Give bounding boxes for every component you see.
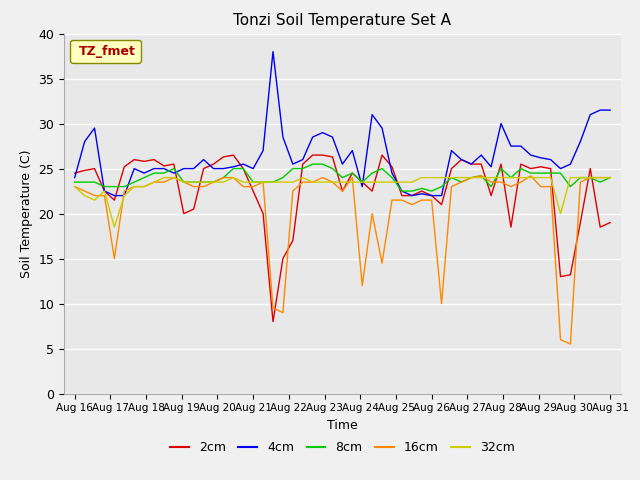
2cm	[269, 319, 277, 324]
8cm	[596, 179, 604, 185]
Title: Tonzi Soil Temperature Set A: Tonzi Soil Temperature Set A	[234, 13, 451, 28]
4cm	[210, 166, 218, 171]
16cm	[71, 184, 79, 190]
32cm	[71, 184, 79, 190]
Line: 16cm: 16cm	[75, 176, 610, 344]
8cm	[566, 184, 574, 190]
4cm	[289, 161, 297, 167]
Line: 8cm: 8cm	[75, 164, 610, 191]
Y-axis label: Soil Temperature (C): Soil Temperature (C)	[20, 149, 33, 278]
16cm	[596, 175, 604, 180]
Line: 4cm: 4cm	[75, 51, 610, 196]
32cm	[140, 184, 148, 190]
16cm	[131, 184, 138, 190]
4cm	[71, 175, 79, 180]
8cm	[71, 179, 79, 185]
16cm	[557, 336, 564, 342]
2cm	[170, 161, 178, 167]
32cm	[289, 179, 297, 185]
16cm	[606, 175, 614, 180]
8cm	[131, 179, 138, 185]
2cm	[71, 170, 79, 176]
2cm	[566, 272, 574, 277]
4cm	[606, 107, 614, 113]
32cm	[160, 175, 168, 180]
8cm	[170, 166, 178, 171]
8cm	[398, 188, 406, 194]
16cm	[477, 173, 485, 179]
2cm	[289, 238, 297, 243]
4cm	[566, 161, 574, 167]
Legend: 2cm, 4cm, 8cm, 16cm, 32cm: 2cm, 4cm, 8cm, 16cm, 32cm	[165, 436, 520, 459]
4cm	[596, 107, 604, 113]
2cm	[596, 224, 604, 230]
2cm	[606, 220, 614, 226]
Line: 2cm: 2cm	[75, 155, 610, 322]
2cm	[200, 166, 207, 171]
8cm	[606, 175, 614, 180]
2cm	[131, 156, 138, 162]
2cm	[230, 152, 237, 158]
32cm	[190, 179, 198, 185]
4cm	[180, 166, 188, 171]
32cm	[596, 175, 604, 180]
32cm	[606, 175, 614, 180]
Line: 32cm: 32cm	[75, 178, 610, 227]
32cm	[111, 224, 118, 230]
4cm	[269, 48, 277, 54]
16cm	[269, 305, 277, 311]
16cm	[170, 175, 178, 180]
X-axis label: Time: Time	[327, 419, 358, 432]
8cm	[309, 161, 317, 167]
32cm	[566, 175, 574, 180]
16cm	[566, 341, 574, 347]
8cm	[269, 179, 277, 185]
32cm	[220, 179, 227, 185]
8cm	[200, 179, 207, 185]
4cm	[140, 170, 148, 176]
4cm	[111, 192, 118, 199]
16cm	[200, 184, 207, 190]
